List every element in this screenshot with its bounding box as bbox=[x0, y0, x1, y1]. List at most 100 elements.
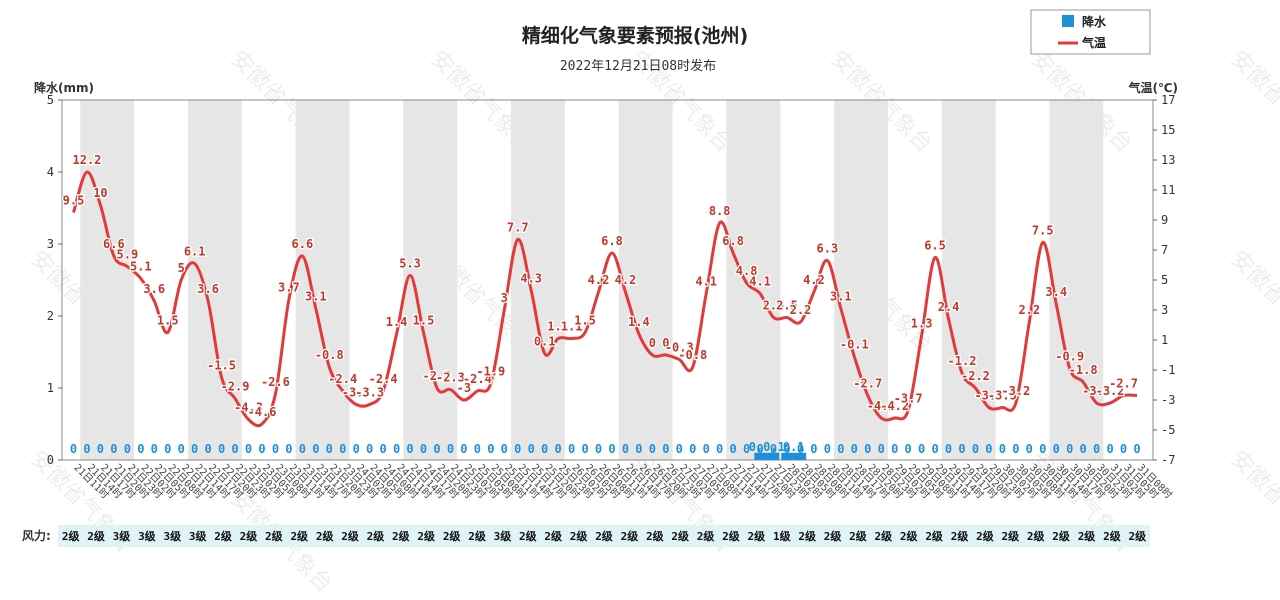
precip-value-label: 0 bbox=[299, 442, 306, 456]
left-axis-ticks: 0 1 2 3 4 5 bbox=[47, 93, 62, 467]
right-axis-label: 气温(℃) bbox=[1127, 80, 1178, 95]
temperature-value-label: -4.3 bbox=[234, 401, 263, 415]
wind-value: 2级 bbox=[62, 529, 81, 543]
precip-value-label: 0 bbox=[581, 442, 588, 456]
temperature-value-label: 6.8 bbox=[722, 234, 744, 248]
wind-value: 3级 bbox=[138, 529, 157, 543]
wind-value: 2级 bbox=[671, 529, 690, 543]
wind-value: 2级 bbox=[316, 529, 335, 543]
temperature-value-label: 5 bbox=[178, 261, 185, 275]
x-axis-ticks: 21日11时21日14时21日17时21日20时21日23时22日02时22日0… bbox=[71, 462, 1174, 502]
temperature-value-label: 5.9 bbox=[117, 248, 139, 262]
temperature-value-label: -1.2 bbox=[948, 354, 977, 368]
watermark-text: 安徽省气象台 bbox=[1226, 47, 1280, 158]
temperature-value-label: 6.6 bbox=[292, 237, 314, 251]
left-tick-label: 2 bbox=[47, 309, 54, 323]
wind-value: 2级 bbox=[925, 529, 944, 543]
temperature-labels: 9.512.2106.65.95.13.61.556.13.6-1.5-2.9-… bbox=[61, 152, 1139, 421]
day-band bbox=[511, 100, 565, 460]
temperature-value-label: 2.5 bbox=[776, 299, 798, 313]
wind-value: 2级 bbox=[798, 529, 817, 543]
precip-value-label: 0 bbox=[137, 442, 144, 456]
precip-value-label: 0 bbox=[97, 442, 104, 456]
precip-value-label: 0 bbox=[353, 442, 360, 456]
precip-value-label: 0 bbox=[1053, 442, 1060, 456]
temperature-value-label: 2.4 bbox=[938, 300, 960, 314]
temperature-value-label: -0.9 bbox=[1055, 350, 1084, 364]
wind-value: 2级 bbox=[544, 529, 563, 543]
precip-value-label: 0 bbox=[1106, 442, 1113, 456]
temperature-value-label: 4.2 bbox=[803, 273, 825, 287]
temperature-value-label: 1.1 bbox=[561, 320, 583, 334]
precip-value-label: 0 bbox=[272, 442, 279, 456]
temperature-value-label: 4.2 bbox=[588, 273, 610, 287]
temperature-value-label: 6.5 bbox=[924, 239, 946, 253]
precip-value-label: 0 bbox=[420, 442, 427, 456]
temperature-value-label: 1.4 bbox=[386, 315, 408, 329]
right-tick-label: 15 bbox=[1161, 123, 1175, 137]
precip-value-label: 0 bbox=[164, 442, 171, 456]
chart-subtitle: 2022年12月21日08时发布 bbox=[560, 58, 716, 74]
precip-value-label: 0 bbox=[326, 442, 333, 456]
temperature-value-label: -3.2 bbox=[1096, 384, 1125, 398]
temperature-value-label: -1.5 bbox=[207, 359, 236, 373]
wind-value: 2级 bbox=[595, 529, 614, 543]
precip-value-label: 0 bbox=[676, 442, 683, 456]
precip-value-label: 0 bbox=[110, 442, 117, 456]
temperature-value-label: 3.6 bbox=[143, 282, 165, 296]
temperature-value-label: -1.8 bbox=[1069, 363, 1098, 377]
left-tick-label: 0 bbox=[47, 453, 54, 467]
wind-value: 2级 bbox=[976, 529, 995, 543]
temperature-value-label: 3.4 bbox=[1045, 285, 1067, 299]
temperature-value-label: 3.6 bbox=[197, 282, 219, 296]
temperature-value-label: -3 bbox=[457, 381, 471, 395]
temperature-value-label: -2.4 bbox=[369, 372, 398, 386]
precip-value-label: 0 bbox=[487, 442, 494, 456]
wind-value: 2级 bbox=[1002, 529, 1021, 543]
precip-value-label: 0 bbox=[595, 442, 602, 456]
left-tick-label: 4 bbox=[47, 165, 54, 179]
temperature-value-label: 8.8 bbox=[709, 204, 731, 218]
wind-value: 2级 bbox=[392, 529, 411, 543]
day-band bbox=[295, 100, 350, 460]
right-tick-label: 1 bbox=[1161, 333, 1168, 347]
wind-value: 2级 bbox=[951, 529, 970, 543]
wind-value: 2级 bbox=[722, 529, 741, 543]
temperature-value-label: -3.5 bbox=[974, 389, 1003, 403]
precip-value-label: 0 bbox=[258, 442, 265, 456]
day-band bbox=[187, 100, 242, 460]
legend: 降水 气温 bbox=[1030, 9, 1151, 55]
left-axis-label: 降水(mm) bbox=[34, 80, 94, 95]
precip-value-label: 0 bbox=[501, 442, 508, 456]
wind-value: 2级 bbox=[570, 529, 589, 543]
wind-value: 2级 bbox=[519, 529, 538, 543]
temperature-value-label: -2.2 bbox=[423, 369, 452, 383]
precip-value-label: 0 bbox=[1039, 442, 1046, 456]
temperature-value-label: 3 bbox=[501, 291, 508, 305]
precip-value-label: 0 bbox=[649, 442, 656, 456]
precip-value-label: 0 bbox=[743, 442, 750, 456]
precip-value-label: 0 bbox=[380, 442, 387, 456]
temperature-value-label: 2.5 bbox=[763, 299, 785, 313]
temperature-value-label: -4.2 bbox=[867, 399, 896, 413]
precip-value-label: 0 bbox=[1093, 442, 1100, 456]
temperature-value-label: 12.2 bbox=[73, 153, 102, 167]
precip-value-label: 0 bbox=[433, 442, 440, 456]
precip-value-label: 0 bbox=[541, 442, 548, 456]
day-band bbox=[80, 100, 135, 460]
temperature-value-label: 4.8 bbox=[736, 264, 758, 278]
temperature-value-label: -2.3 bbox=[436, 371, 465, 385]
wind-value: 2级 bbox=[214, 529, 233, 543]
precip-value-label: 0 bbox=[1026, 442, 1033, 456]
temperature-value-label: 0 bbox=[649, 336, 656, 350]
wind-value: 2级 bbox=[87, 529, 106, 543]
left-tick-label: 3 bbox=[47, 237, 54, 251]
right-tick-label: 7 bbox=[1161, 243, 1168, 257]
precip-value-label: 0 bbox=[447, 442, 454, 456]
precip-value-label: 0 bbox=[689, 442, 696, 456]
precip-value-label: 0 bbox=[191, 442, 198, 456]
temperature-value-label: 5.3 bbox=[399, 257, 421, 271]
day-band bbox=[941, 100, 996, 460]
temperature-value-label: -4.6 bbox=[248, 405, 277, 419]
temperature-value-label: -3.2 bbox=[1001, 384, 1030, 398]
